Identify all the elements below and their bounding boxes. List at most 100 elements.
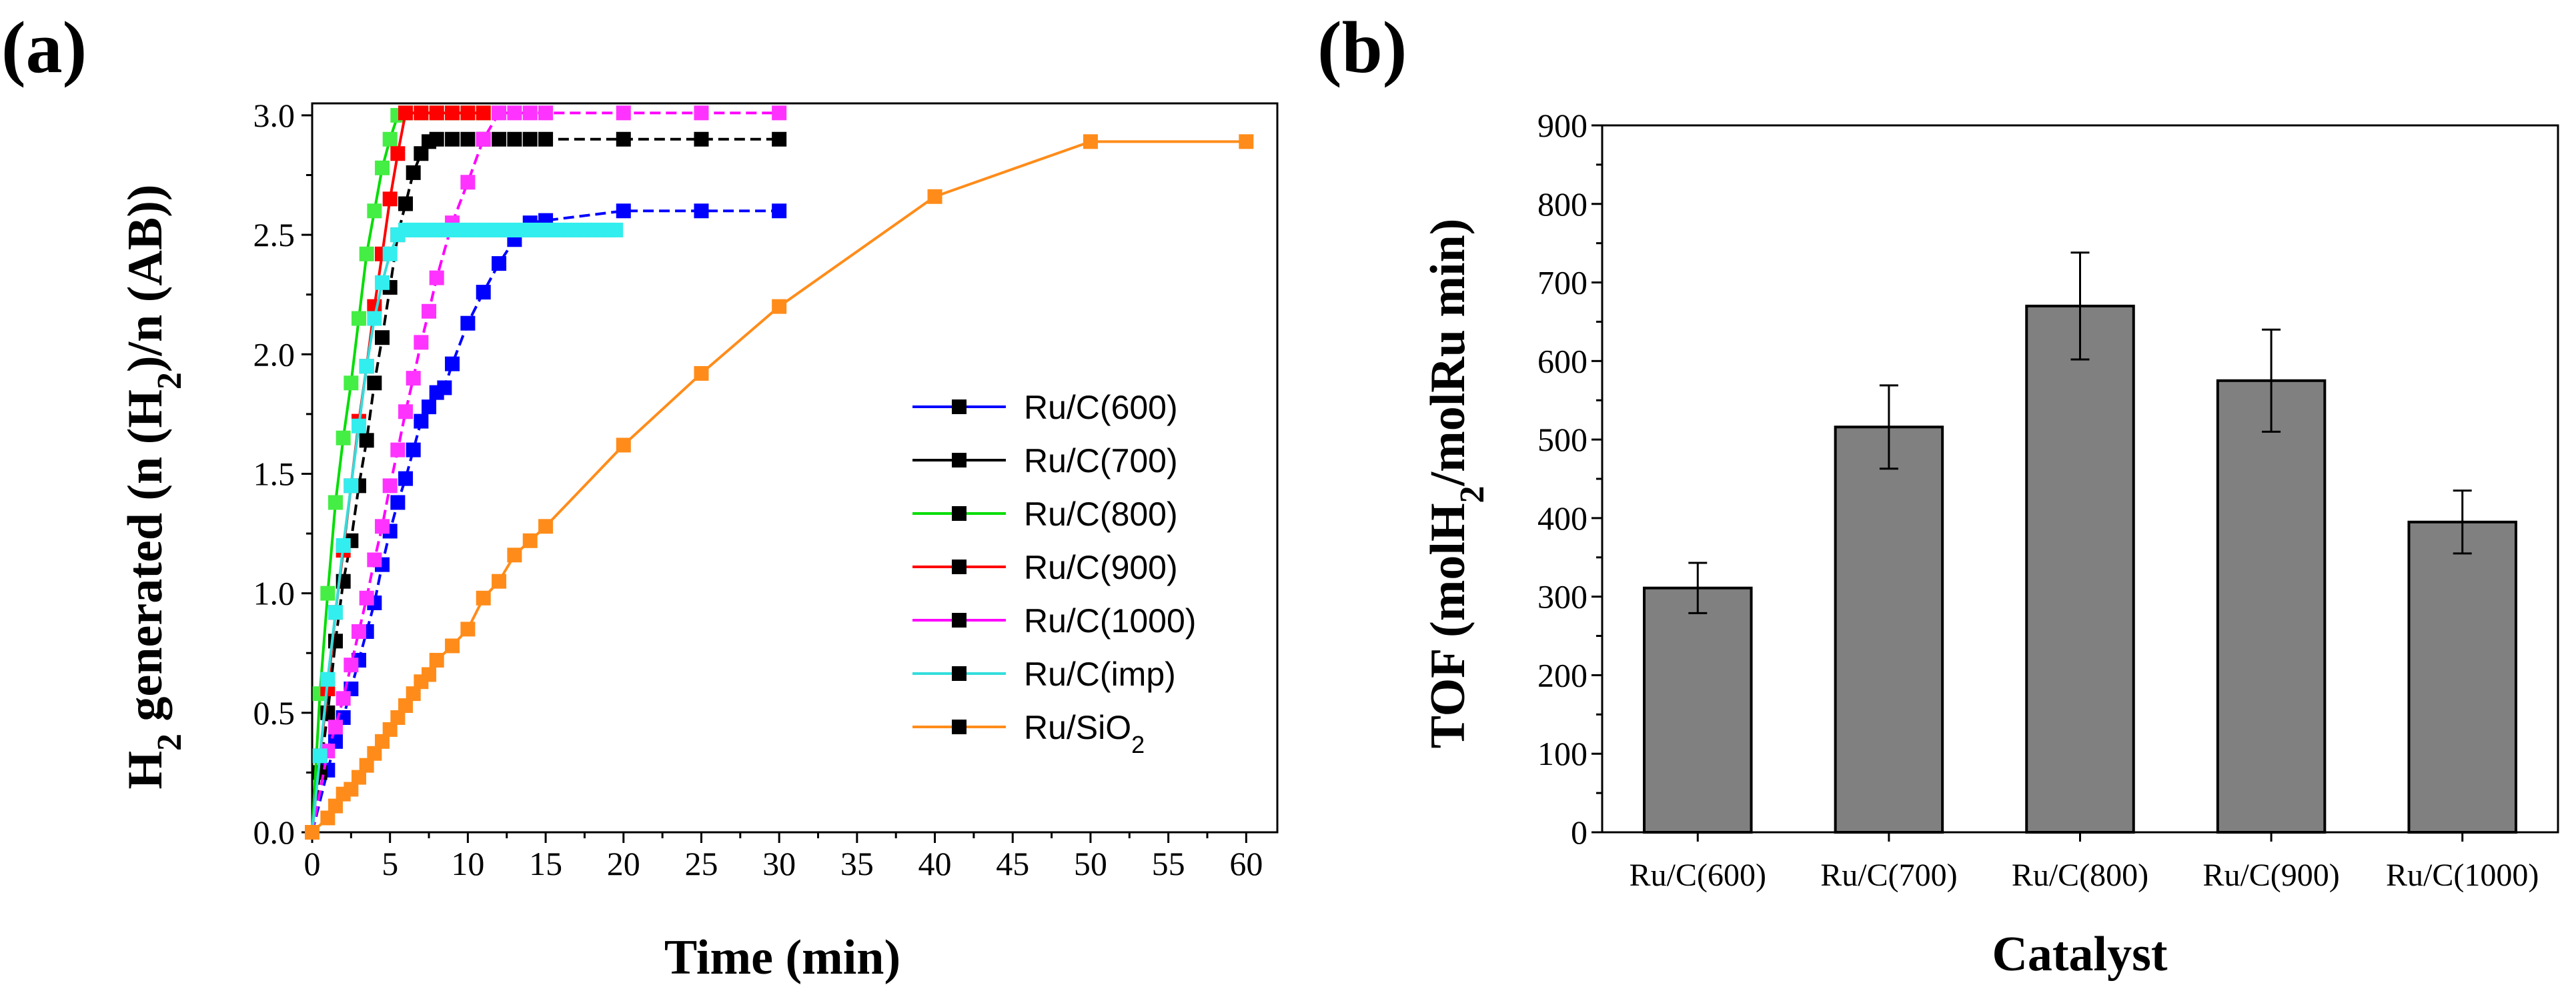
- y-tick-label: 600: [1537, 342, 1587, 379]
- data-point: [359, 359, 374, 374]
- data-point: [382, 246, 398, 261]
- data-point: [422, 399, 437, 415]
- data-point: [422, 667, 437, 682]
- data-point: [608, 222, 624, 237]
- data-point: [382, 478, 398, 493]
- data-point: [422, 303, 437, 319]
- data-point: [312, 748, 328, 764]
- legend-item: Ru/C(600): [912, 389, 1178, 426]
- axis-title-part: )/n (AB)): [118, 185, 173, 373]
- bar-chart-plot-area: 0 100 200 300 400 500 600 700 800 900 Ru/C(600) Ru/…: [1537, 107, 2559, 893]
- data-point: [414, 335, 429, 350]
- legend-label: Ru/SiO2: [1024, 709, 1145, 758]
- axis-title-subscript: 2: [1453, 485, 1491, 503]
- data-point: [694, 131, 709, 147]
- legend-marker: [952, 399, 967, 414]
- data-point: [460, 131, 476, 147]
- x-tick-label: Ru/C(700): [1820, 858, 1957, 893]
- legend-marker: [952, 613, 967, 628]
- data-point: [429, 270, 444, 285]
- data-point: [367, 746, 382, 761]
- data-point: [359, 590, 374, 606]
- data-point: [616, 203, 631, 219]
- data-point: [328, 605, 344, 620]
- data-point: [398, 698, 414, 714]
- error-bar: [1688, 562, 1708, 614]
- panel-label-b: (b): [1317, 7, 1407, 88]
- x-tick-label: Ru/C(1000): [2386, 858, 2539, 893]
- axis-title-part: generated (n (H: [118, 389, 173, 734]
- axis-title-part: TOF (molH: [1421, 503, 1475, 748]
- series-ru-c-imp-: [305, 222, 624, 840]
- legend: Ru/C(600) Ru/C(700) Ru/C(800) Ru/C(900) Ru/C…: [912, 389, 1196, 758]
- x-tick-label: 0: [304, 845, 321, 882]
- data-point: [772, 203, 787, 219]
- data-point: [476, 590, 491, 606]
- data-point: [476, 131, 491, 147]
- axis-title-part: H: [118, 751, 173, 790]
- y-axis-title: H2 generated (n (H2)/n (AB)): [118, 185, 189, 790]
- x-tick-label: 55: [1152, 845, 1185, 882]
- legend-marker: [952, 506, 967, 521]
- x-axis-title: Time (min): [664, 930, 900, 985]
- data-point: [772, 299, 787, 314]
- legend-marker: [952, 720, 967, 734]
- series-ru-c-700-: [305, 131, 787, 840]
- y-tick-label: 2.0: [253, 335, 295, 373]
- line-chart-panel: (a) 0 5 10 15 20 25 30 35 40 45 50 55 60 0.0 0.5 1.0 1.5…: [1, 7, 1279, 985]
- data-point: [367, 375, 382, 391]
- data-point: [398, 105, 414, 121]
- data-point: [445, 105, 460, 121]
- error-bar: [1879, 384, 1898, 470]
- legend-marker: [952, 453, 967, 467]
- data-point: [772, 105, 787, 121]
- y-tick-label: 1.5: [253, 455, 295, 492]
- data-point: [367, 552, 382, 568]
- data-point: [437, 380, 452, 395]
- x-tick-label: 30: [762, 845, 796, 882]
- error-bar: [2262, 328, 2281, 433]
- bar-chart-panel: (b) 0 100 200 300 400 500 600 700 800 900 Ru/C(600…: [1317, 7, 2559, 982]
- data-point: [352, 311, 367, 326]
- data-point: [616, 437, 631, 453]
- bar: [2216, 379, 2327, 834]
- data-point: [359, 433, 374, 448]
- x-tick-label: 60: [1229, 845, 1263, 882]
- y-tick-label: 3.0: [253, 97, 295, 134]
- x-tick-label: 35: [840, 845, 874, 882]
- y-tick-label: 100: [1537, 735, 1587, 772]
- y-tick-label: 900: [1537, 107, 1587, 144]
- data-point: [492, 256, 507, 271]
- x-tick-label: 50: [1074, 845, 1107, 882]
- data-point: [538, 131, 554, 147]
- panel-label-a: (a): [1, 7, 87, 88]
- legend-item: Ru/C(900): [912, 549, 1178, 586]
- x-tick-label: 10: [451, 845, 484, 882]
- data-point: [398, 404, 414, 419]
- axis-title-subscript: 2: [151, 734, 189, 751]
- line-chart-plot-area: 0 5 10 15 20 25 30 35 40 45 50 55 60 0.0 0.5 1.0 1.5 2.0 2…: [253, 97, 1279, 882]
- bar: [2407, 520, 2517, 834]
- data-point: [414, 413, 429, 429]
- data-point: [522, 131, 538, 147]
- data-point: [375, 160, 390, 175]
- data-point: [414, 146, 429, 161]
- data-point: [406, 686, 421, 702]
- data-point: [694, 105, 709, 121]
- data-point: [359, 246, 374, 261]
- data-point: [476, 285, 491, 300]
- plot-frame: [311, 102, 1279, 834]
- data-point: [390, 442, 406, 457]
- y-tick-label: 200: [1537, 656, 1587, 694]
- y-tick-label: 0: [1571, 814, 1587, 851]
- y-axis-title: TOF (molH2/molRu min): [1421, 219, 1491, 749]
- data-point: [694, 365, 709, 381]
- data-point: [320, 586, 336, 601]
- data-point: [445, 638, 460, 654]
- data-point: [522, 105, 538, 121]
- x-axis-title: Catalyst: [1992, 927, 2167, 982]
- data-point: [406, 442, 421, 457]
- y-tick-label: 2.5: [253, 216, 295, 253]
- data-point: [375, 519, 390, 534]
- data-point: [445, 131, 460, 147]
